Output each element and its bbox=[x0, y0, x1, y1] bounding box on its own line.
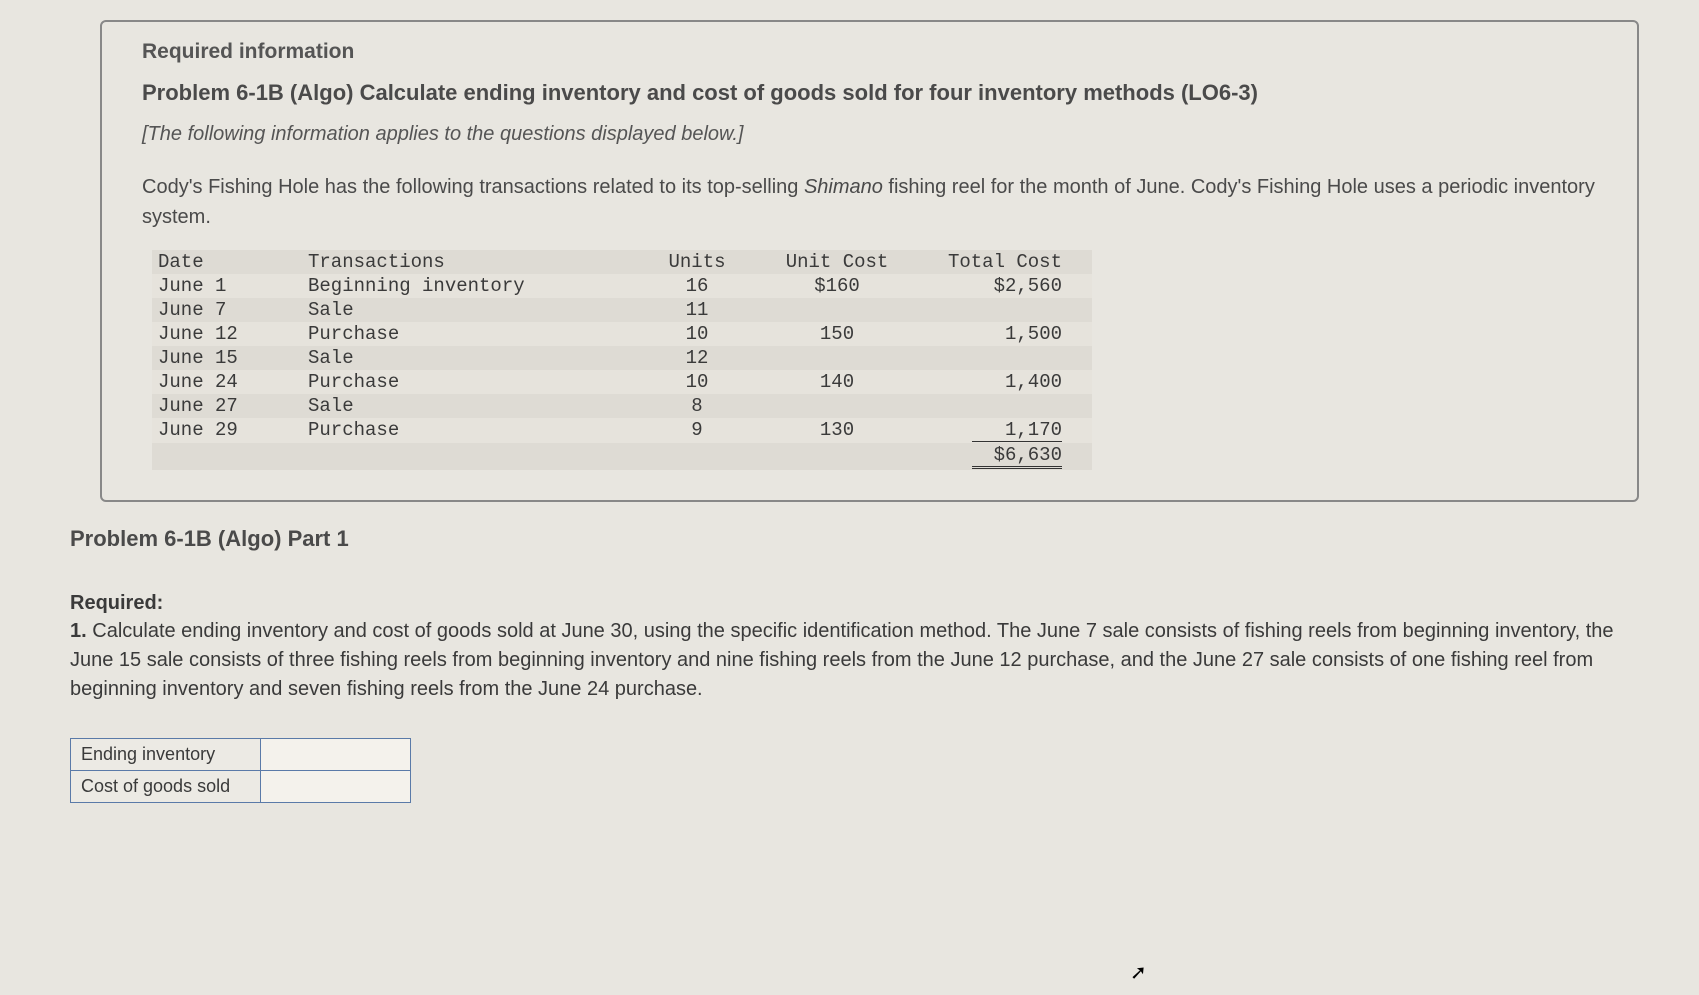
table-total-row: $6,630 bbox=[152, 443, 1092, 470]
intro-text-1: Cody's Fishing Hole has the following tr… bbox=[142, 176, 804, 198]
header-total: Total Cost bbox=[922, 250, 1092, 274]
header-units: Units bbox=[642, 250, 752, 274]
intro-italic: Shimano bbox=[804, 176, 883, 198]
cogs-label: Cost of goods sold bbox=[71, 770, 261, 802]
required-label: Required: bbox=[70, 592, 1639, 615]
last-purchase-total: 1,170 bbox=[972, 419, 1062, 442]
header-date: Date bbox=[152, 250, 302, 274]
intro-paragraph: Cody's Fishing Hole has the following tr… bbox=[142, 172, 1597, 232]
required-information-label: Required information bbox=[142, 40, 1597, 64]
table-row: June 12 Purchase 10 150 1,500 bbox=[152, 322, 1092, 346]
header-unit-cost: Unit Cost bbox=[752, 250, 922, 274]
ending-inventory-label: Ending inventory bbox=[71, 738, 261, 770]
ending-inventory-input[interactable] bbox=[261, 738, 411, 770]
required-text: 1. Calculate ending inventory and cost o… bbox=[70, 617, 1639, 704]
required-body: Calculate ending inventory and cost of g… bbox=[70, 620, 1614, 700]
table-row: June 27 Sale 8 bbox=[152, 394, 1092, 418]
problem-title: Problem 6-1B (Algo) Calculate ending inv… bbox=[142, 78, 1597, 109]
answer-row-ending-inventory: Ending inventory bbox=[71, 738, 411, 770]
grand-total: $6,630 bbox=[972, 444, 1062, 469]
table-header-row: Date Transactions Units Unit Cost Total … bbox=[152, 250, 1092, 274]
table-row: June 29 Purchase 9 130 1,170 bbox=[152, 418, 1092, 443]
part-subtitle: Problem 6-1B (Algo) Part 1 bbox=[70, 526, 1639, 552]
table-row: June 7 Sale 11 bbox=[152, 298, 1092, 322]
table-row: June 15 Sale 12 bbox=[152, 346, 1092, 370]
table-row: June 1 Beginning inventory 16 $160 $2,56… bbox=[152, 274, 1092, 298]
header-tx: Transactions bbox=[302, 250, 642, 274]
answer-row-cogs: Cost of goods sold bbox=[71, 770, 411, 802]
cursor-icon: ➚ bbox=[1130, 960, 1147, 985]
problem-info-box: Required information Problem 6-1B (Algo)… bbox=[100, 20, 1639, 502]
cogs-input[interactable] bbox=[261, 770, 411, 802]
transactions-table: Date Transactions Units Unit Cost Total … bbox=[152, 250, 1092, 470]
applies-note: [The following information applies to th… bbox=[142, 123, 1597, 146]
answer-table: Ending inventory Cost of goods sold bbox=[70, 738, 411, 803]
table-row: June 24 Purchase 10 140 1,400 bbox=[152, 370, 1092, 394]
